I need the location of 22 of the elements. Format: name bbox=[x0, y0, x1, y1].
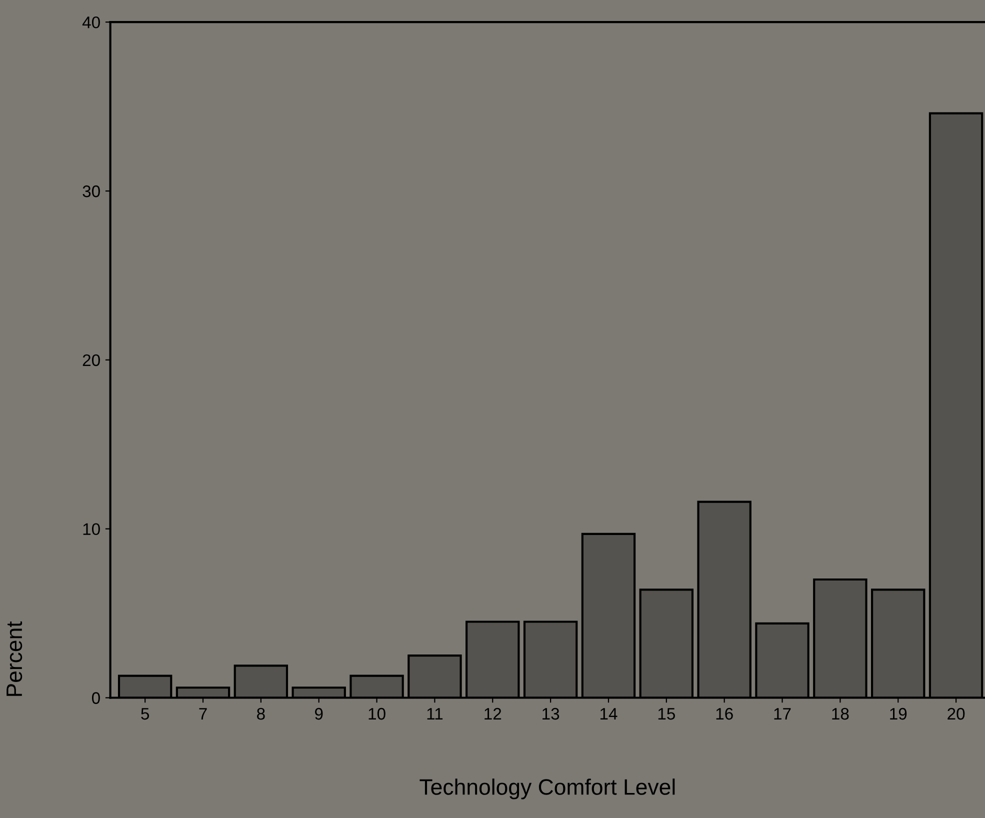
x-tick-label: 11 bbox=[427, 708, 443, 720]
x-tick-label: 17 bbox=[774, 708, 791, 720]
x-tick-label: 9 bbox=[315, 708, 323, 720]
y-tick-label: 30 bbox=[82, 185, 100, 198]
y-tick-label: 40 bbox=[82, 16, 100, 28]
x-tick-label: 10 bbox=[368, 708, 386, 720]
y-tick-label: 10 bbox=[83, 523, 100, 536]
y-tick-label: 0 bbox=[92, 692, 100, 704]
x-tick-label: 12 bbox=[484, 708, 502, 720]
x-tick-label: 16 bbox=[716, 708, 733, 720]
x-tick-label: 14 bbox=[600, 708, 618, 720]
x-tick-label: 13 bbox=[542, 708, 560, 720]
x-tick-label: 7 bbox=[199, 708, 207, 720]
y-tick-label: 20 bbox=[82, 354, 100, 366]
x-tick-label: 20 bbox=[948, 708, 965, 720]
x-tick-label: 19 bbox=[890, 708, 907, 720]
x-axis-title: Technology Comfort Level bbox=[420, 778, 675, 800]
y-axis-title: Percent bbox=[6, 621, 22, 696]
x-tick-label: 18 bbox=[832, 708, 849, 720]
x-tick-label: 5 bbox=[141, 708, 150, 720]
x-tick-label: 8 bbox=[257, 708, 265, 720]
x-tick-label: 15 bbox=[658, 708, 675, 720]
